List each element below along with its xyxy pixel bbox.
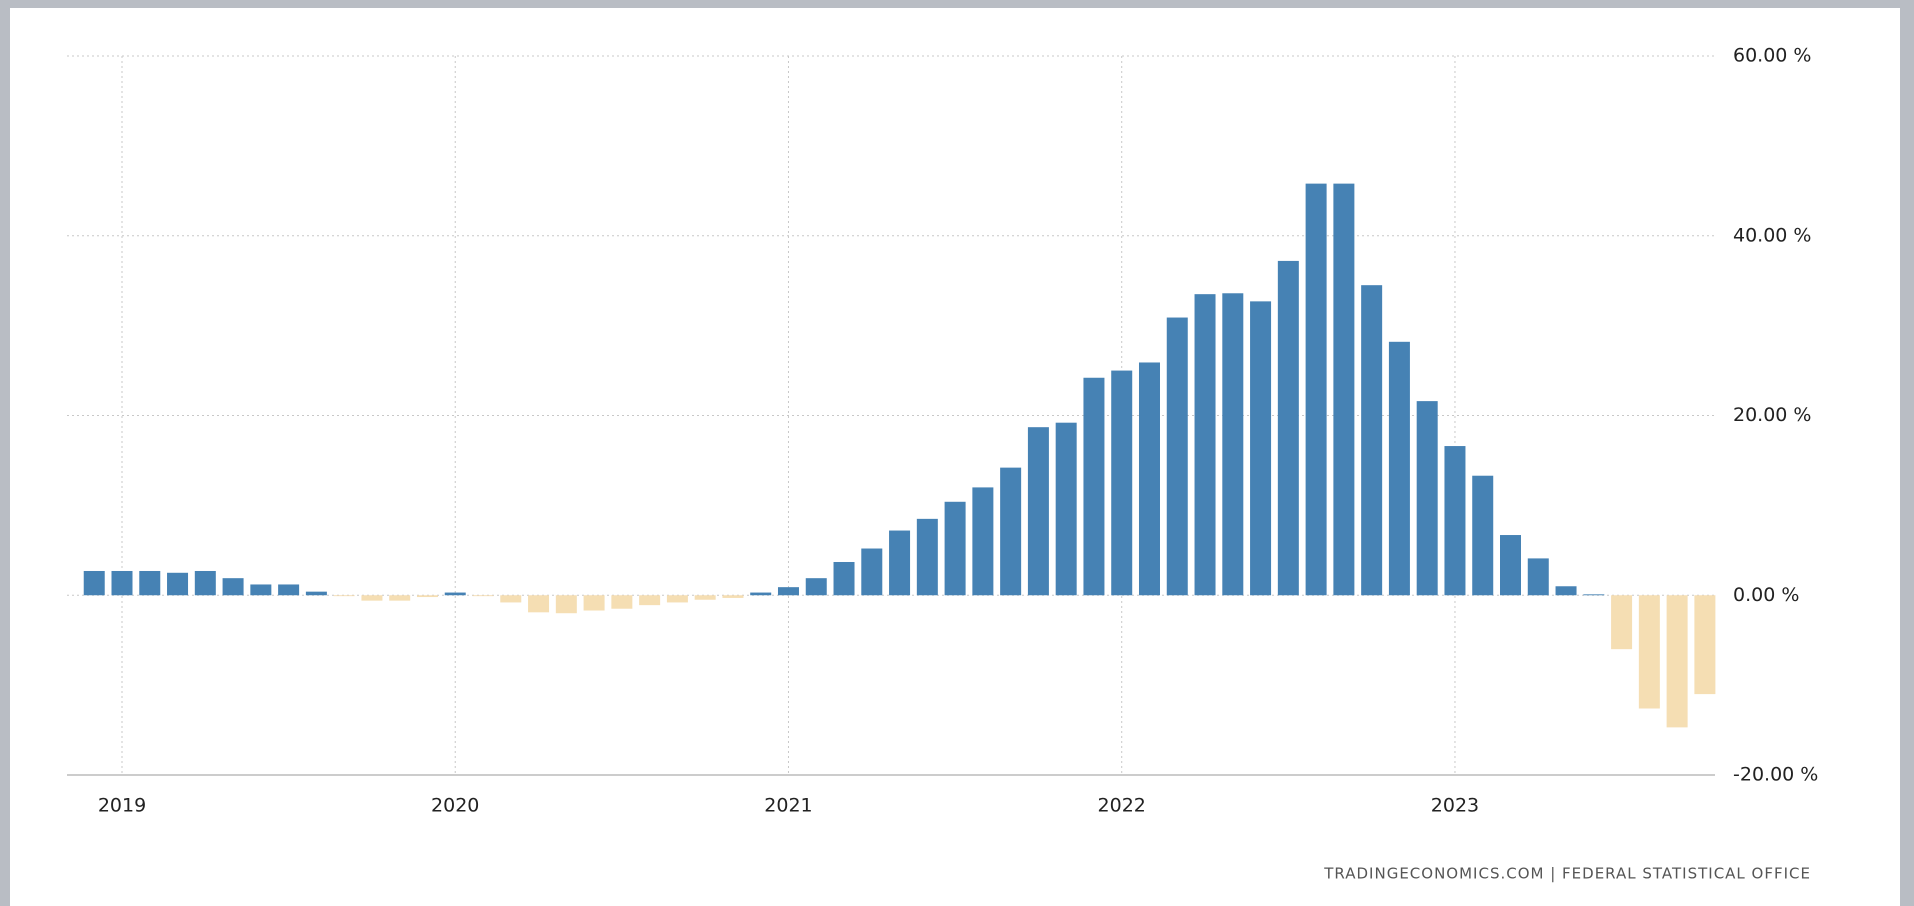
x-tick-label: 2022: [1098, 795, 1146, 817]
bar: [750, 592, 772, 596]
source: TRADINGECONOMICS.COM | FEDERAL STATISTIC…: [1323, 865, 1811, 883]
bar: [1500, 535, 1521, 596]
bar: [805, 578, 827, 596]
bar: [639, 595, 661, 606]
bar: [1361, 285, 1383, 596]
bar: [777, 587, 799, 596]
bar: [1277, 260, 1299, 596]
bar: [1611, 595, 1633, 650]
bar: [1527, 558, 1549, 596]
y-tick-label: 0.00 %: [1733, 584, 1799, 606]
bar: [1388, 341, 1410, 596]
bar: [1166, 317, 1188, 596]
bar: [1111, 370, 1133, 596]
y-tick-label: -20.00 %: [1733, 764, 1818, 786]
x-tick-label: 2020: [431, 795, 479, 817]
bar: [972, 487, 994, 596]
bar: [500, 595, 522, 603]
bar: [722, 595, 744, 598]
y-tick-label: 20.00 %: [1733, 404, 1812, 426]
bar: [278, 584, 300, 596]
bar: [1555, 586, 1577, 596]
bar: [444, 592, 466, 596]
x-tick-label: 2019: [98, 795, 146, 817]
bar: [833, 561, 855, 596]
bar: [666, 595, 688, 603]
bar: [167, 572, 189, 596]
y-tick-label: 60.00 %: [1733, 45, 1812, 67]
bar: [944, 501, 966, 596]
bar: [1250, 301, 1272, 596]
chart-background: [10, 8, 1900, 906]
bar: [1638, 595, 1660, 709]
bar: [1222, 293, 1244, 596]
bar: [1138, 362, 1160, 596]
bar: [1444, 446, 1466, 596]
bar: [139, 570, 161, 596]
bar: [305, 591, 327, 596]
bar: [111, 570, 133, 596]
bar: [1055, 422, 1077, 596]
bar: [333, 595, 355, 597]
bar: [416, 595, 438, 598]
bar: [1000, 467, 1022, 596]
bar: [1583, 594, 1605, 596]
x-tick-label: 2023: [1431, 795, 1479, 817]
bar: [194, 570, 216, 596]
x-tick-label: 2021: [764, 795, 812, 817]
bar: [83, 570, 105, 596]
bar: [694, 595, 716, 600]
bar: [1305, 183, 1327, 596]
bar: [861, 548, 883, 596]
bar: [1333, 183, 1355, 596]
bar: [1694, 595, 1716, 695]
bar: [528, 595, 550, 613]
bar: [889, 530, 911, 596]
bar: [389, 595, 411, 601]
bar: [361, 595, 383, 601]
bar: [555, 595, 577, 614]
y-tick-label: 40.00 %: [1733, 224, 1812, 246]
bar: [1666, 595, 1688, 728]
bar: [1027, 427, 1049, 596]
bar: [583, 595, 605, 611]
bar: [250, 584, 272, 596]
bar: [1416, 401, 1438, 596]
bar: [611, 595, 633, 609]
bar: [472, 595, 494, 597]
bar: [222, 578, 244, 596]
bar: [1083, 377, 1105, 596]
bar: [1472, 475, 1494, 596]
bar: [1194, 294, 1216, 596]
bar: [916, 518, 938, 596]
